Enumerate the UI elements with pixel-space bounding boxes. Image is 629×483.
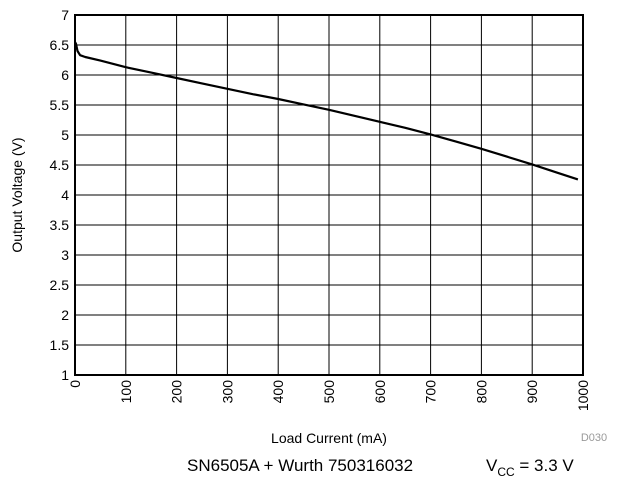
y-axis-label: Output Voltage (V) [9, 137, 25, 252]
x-tick-label: 400 [270, 380, 286, 404]
figure-code: D030 [581, 432, 607, 444]
y-tick-label: 1.5 [50, 337, 70, 353]
y-tick-label: 2.5 [50, 277, 70, 293]
y-tick-label: 1 [61, 367, 69, 383]
x-tick-label: 800 [473, 380, 489, 404]
x-tick-label: 300 [219, 380, 235, 404]
line-chart: 1 1.5 2 2.5 3 3.5 4 4.5 5 5.5 6 6.5 7 0 100 200 300 400 5… [9, 7, 607, 446]
series-layer [74, 41, 579, 181]
y-tick-label: 6.5 [50, 37, 70, 53]
series-line [74, 41, 579, 181]
grid-lines [74, 14, 584, 376]
y-tick-label: 4.5 [50, 157, 70, 173]
y-tick-label: 3 [61, 247, 69, 263]
vcc-caption: VCC = 3.3 V [486, 456, 574, 479]
x-tick-label: 0 [67, 380, 83, 388]
x-tick-label: 500 [321, 380, 337, 404]
x-tick-labels: 0 100 200 300 400 500 600 700 800 900 1000 [67, 380, 591, 411]
vcc-subscript: CC [497, 465, 515, 479]
y-tick-label: 7 [61, 7, 69, 23]
y-tick-label: 3.5 [50, 217, 70, 233]
vcc-symbol: V [486, 456, 498, 475]
x-tick-label: 900 [524, 380, 540, 404]
x-tick-label: 100 [118, 380, 134, 404]
y-tick-labels: 1 1.5 2 2.5 3 3.5 4 4.5 5 5.5 6 6.5 7 [50, 7, 70, 383]
x-tick-label: 700 [423, 380, 439, 404]
plot-frame [74, 14, 584, 376]
y-tick-label: 4 [61, 187, 69, 203]
y-tick-label: 2 [61, 307, 69, 323]
x-axis-label: Load Current (mA) [271, 430, 387, 446]
x-tick-label: 200 [169, 380, 185, 404]
x-tick-label: 1000 [575, 380, 591, 411]
device-caption: SN6505A + Wurth 750316032 [187, 456, 414, 475]
y-tick-label: 5 [61, 127, 69, 143]
x-tick-label: 600 [372, 380, 388, 404]
y-tick-label: 6 [61, 67, 69, 83]
vcc-value: = 3.3 V [514, 456, 574, 475]
y-tick-label: 5.5 [50, 97, 70, 113]
